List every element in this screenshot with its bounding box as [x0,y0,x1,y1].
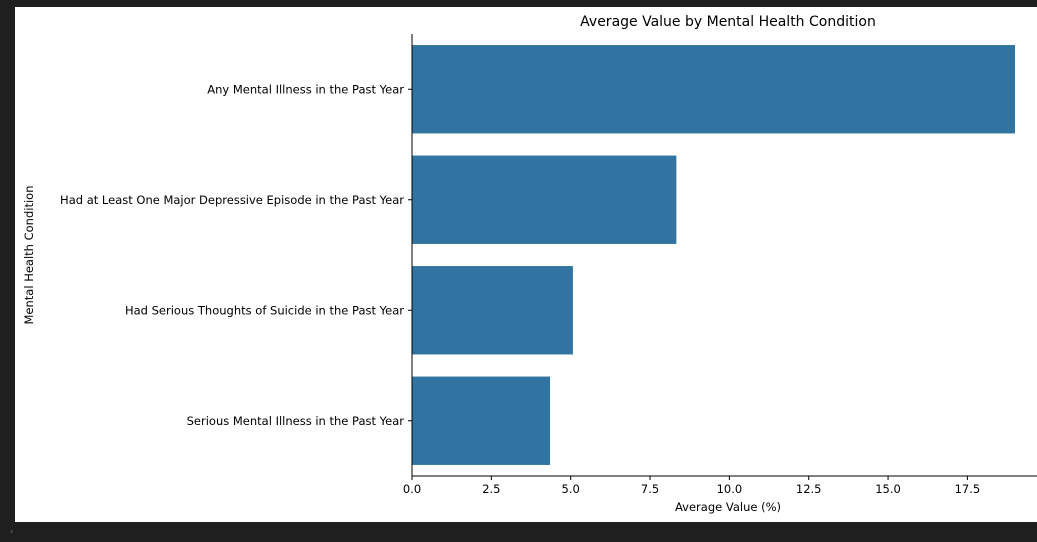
chart-title: Average Value by Mental Health Condition [580,14,876,30]
x-tick-label: 7.5 [641,482,659,496]
x-tick-label: 5.0 [562,482,580,496]
category-label: Any Mental Illness in the Past Year [207,82,404,96]
y-axis-label: Mental Health Condition [22,186,36,325]
bar-0 [412,45,1015,134]
x-tick-label: 2.5 [482,482,500,496]
x-tick-label: 17.5 [955,482,981,496]
category-labels-group: Any Mental Illness in the Past Year Had a… [60,82,412,428]
category-label: Serious Mental Illness in the Past Year [187,414,405,428]
category-label: Had at Least One Major Depressive Episod… [60,193,404,207]
x-tick-label: 12.5 [796,482,822,496]
scroll-left-icon[interactable]: ‹ [10,527,14,536]
x-tick-label: 15.0 [875,482,901,496]
bar-2 [412,266,573,355]
bar-3 [412,376,551,465]
bar-1 [412,155,677,244]
bars-group [412,45,1015,465]
category-label: Had Serious Thoughts of Suicide in the P… [125,303,404,317]
x-axis-label: Average Value (%) [675,500,781,514]
x-tick-label: 0.0 [403,482,421,496]
x-tick-label: 10.0 [717,482,743,496]
x-ticks-group: 0.0 2.5 5.0 7.5 10.0 12.5 15.0 17.5 [403,476,980,496]
